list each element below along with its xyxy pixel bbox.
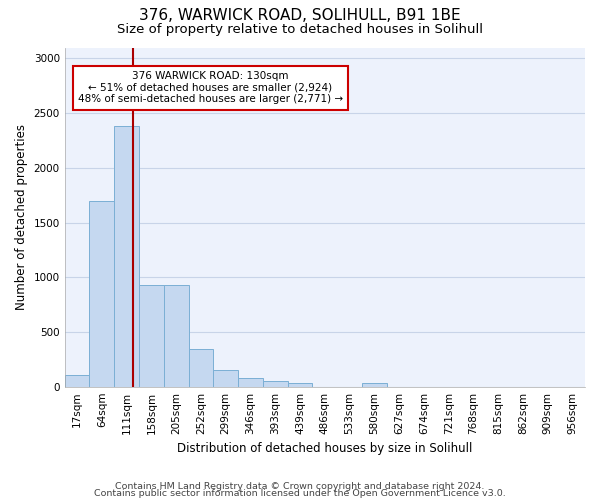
- Bar: [287, 384, 313, 386]
- Bar: [263, 380, 287, 386]
- Bar: [214, 370, 238, 386]
- Y-axis label: Number of detached properties: Number of detached properties: [15, 124, 28, 310]
- Text: 376, WARWICK ROAD, SOLIHULL, B91 1BE: 376, WARWICK ROAD, SOLIHULL, B91 1BE: [139, 8, 461, 22]
- Bar: [188, 350, 214, 387]
- Text: Size of property relative to detached houses in Solihull: Size of property relative to detached ho…: [117, 22, 483, 36]
- Text: Contains public sector information licensed under the Open Government Licence v3: Contains public sector information licen…: [94, 490, 506, 498]
- Bar: [65, 374, 89, 386]
- Bar: [89, 200, 114, 386]
- Bar: [238, 378, 263, 386]
- Bar: [114, 126, 139, 386]
- Text: Contains HM Land Registry data © Crown copyright and database right 2024.: Contains HM Land Registry data © Crown c…: [115, 482, 485, 491]
- Bar: [164, 285, 188, 386]
- X-axis label: Distribution of detached houses by size in Solihull: Distribution of detached houses by size …: [177, 442, 473, 455]
- Text: 376 WARWICK ROAD: 130sqm
← 51% of detached houses are smaller (2,924)
48% of sem: 376 WARWICK ROAD: 130sqm ← 51% of detach…: [78, 71, 343, 104]
- Bar: [362, 384, 387, 386]
- Bar: [139, 285, 164, 386]
